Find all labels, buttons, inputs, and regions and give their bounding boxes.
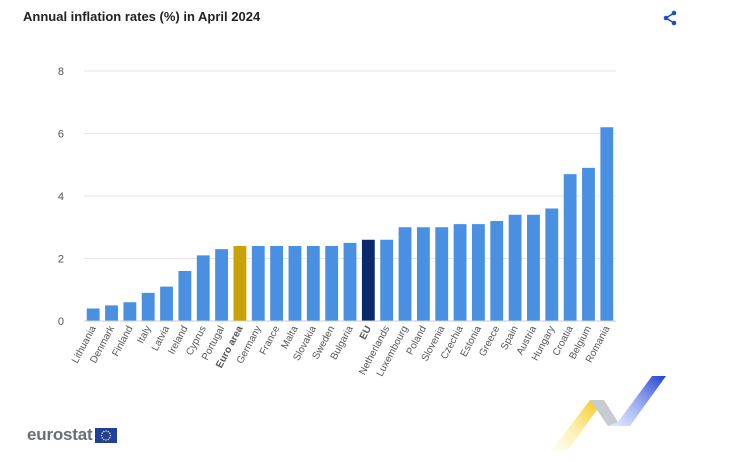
bar-hungary[interactable]	[545, 208, 559, 322]
bar-portugal[interactable]	[215, 249, 229, 321]
eu-flag-icon	[95, 427, 118, 443]
y-tick-label: 6	[58, 129, 64, 141]
eurostat-logo: eurostat	[27, 425, 118, 445]
bar-ireland[interactable]	[178, 271, 192, 321]
x-tick-label: EU	[358, 324, 374, 341]
bar-luxembourg[interactable]	[398, 227, 412, 321]
bar-latvia[interactable]	[160, 286, 173, 321]
bar-denmark[interactable]	[105, 305, 118, 321]
bar-netherlands[interactable]	[380, 239, 394, 321]
bar-euro-area[interactable]	[233, 246, 247, 321]
logo-text: eurostat	[27, 425, 93, 444]
bar-finland[interactable]	[123, 302, 137, 321]
y-tick-label: 2	[58, 254, 64, 266]
bar-estonia[interactable]	[471, 224, 485, 321]
bar-germany[interactable]	[251, 246, 265, 321]
bar-bulgaria[interactable]	[343, 242, 357, 321]
bar-poland[interactable]	[416, 227, 430, 321]
bar-malta[interactable]	[288, 246, 302, 321]
bar-spain[interactable]	[508, 214, 522, 321]
bar-eu[interactable]	[361, 239, 375, 321]
decorative-ribbon	[552, 376, 666, 450]
y-tick-label: 4	[58, 191, 64, 203]
bar-cyprus[interactable]	[196, 255, 210, 321]
bar-lithuania[interactable]	[86, 308, 100, 322]
bar-greece[interactable]	[490, 221, 504, 321]
bar-austria[interactable]	[527, 214, 540, 321]
bar-belgium[interactable]	[582, 167, 595, 321]
bar-sweden[interactable]	[325, 246, 339, 321]
bar-croatia[interactable]	[563, 174, 577, 321]
x-tick-label: Italy	[136, 324, 154, 345]
y-tick-label: 8	[58, 66, 64, 78]
bar-france[interactable]	[270, 246, 284, 321]
y-tick-label: 0	[58, 316, 64, 328]
bar-italy[interactable]	[141, 292, 155, 321]
bar-slovakia[interactable]	[306, 246, 320, 321]
bar-slovenia[interactable]	[435, 227, 449, 321]
bar-czechia[interactable]	[453, 224, 467, 321]
share-icon[interactable]	[661, 9, 679, 27]
bar-romania[interactable]	[600, 127, 614, 321]
chart-title: Annual inflation rates (%) in April 2024	[23, 9, 261, 24]
